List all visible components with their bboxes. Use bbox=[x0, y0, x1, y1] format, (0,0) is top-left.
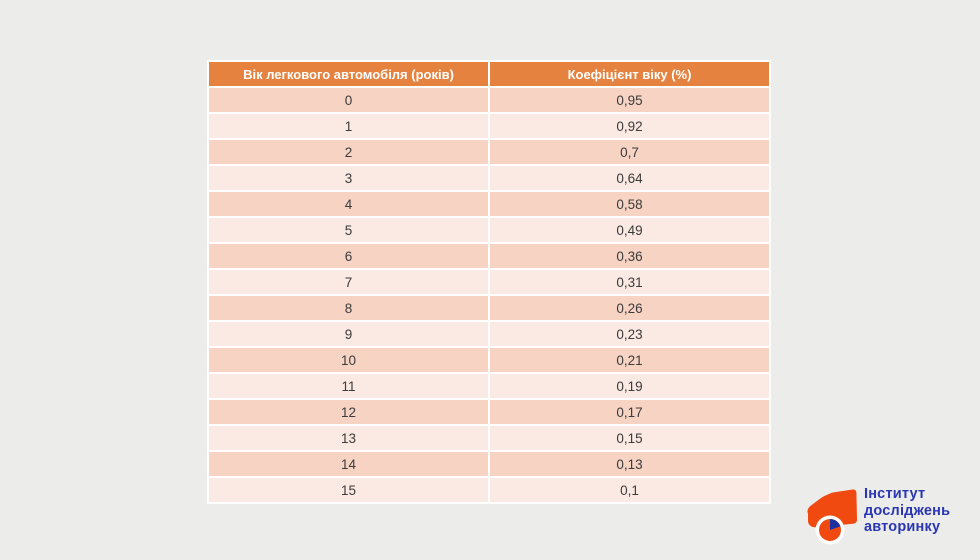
table-header-row: Вік легкового автомобіля (років) Коефіці… bbox=[209, 62, 769, 86]
cell-age-coefficient: 0,23 bbox=[490, 322, 769, 346]
table-row: 6 0,36 bbox=[209, 244, 769, 268]
column-header-car-age: Вік легкового автомобіля (років) bbox=[209, 62, 488, 86]
cell-age-coefficient: 0,95 bbox=[490, 88, 769, 112]
table-row: 9 0,23 bbox=[209, 322, 769, 346]
table-row: 7 0,31 bbox=[209, 270, 769, 294]
cell-car-age: 1 bbox=[209, 114, 488, 138]
cell-age-coefficient: 0,31 bbox=[490, 270, 769, 294]
table-row: 12 0,17 bbox=[209, 400, 769, 424]
cell-age-coefficient: 0,36 bbox=[490, 244, 769, 268]
table-row: 11 0,19 bbox=[209, 374, 769, 398]
logo: Інститут досліджень авторинку bbox=[804, 483, 950, 549]
cell-car-age: 6 bbox=[209, 244, 488, 268]
logo-text-line: досліджень bbox=[864, 502, 951, 519]
logo-text-line: Інститут bbox=[864, 486, 926, 502]
cell-car-age: 5 bbox=[209, 218, 488, 242]
cell-car-age: 9 bbox=[209, 322, 488, 346]
cell-age-coefficient: 0,49 bbox=[490, 218, 769, 242]
cell-age-coefficient: 0,1 bbox=[490, 478, 769, 502]
table-row: 1 0,92 bbox=[209, 114, 769, 138]
cell-car-age: 2 bbox=[209, 140, 488, 164]
cell-age-coefficient: 0,15 bbox=[490, 426, 769, 450]
cell-car-age: 7 bbox=[209, 270, 488, 294]
cell-age-coefficient: 0,19 bbox=[490, 374, 769, 398]
table-row: 8 0,26 bbox=[209, 296, 769, 320]
table-row: 10 0,21 bbox=[209, 348, 769, 372]
table-row: 14 0,13 bbox=[209, 452, 769, 476]
cell-car-age: 15 bbox=[209, 478, 488, 502]
cell-car-age: 0 bbox=[209, 88, 488, 112]
car-piechart-icon bbox=[807, 489, 858, 545]
table-row: 2 0,7 bbox=[209, 140, 769, 164]
table-row: 15 0,1 bbox=[209, 478, 769, 502]
column-header-age-coefficient: Коефіцієнт віку (%) bbox=[490, 62, 769, 86]
table-row: 0 0,95 bbox=[209, 88, 769, 112]
cell-car-age: 4 bbox=[209, 192, 488, 216]
table-row: 5 0,49 bbox=[209, 218, 769, 242]
cell-car-age: 10 bbox=[209, 348, 488, 372]
coefficient-table-container: Вік легкового автомобіля (років) Коефіці… bbox=[207, 60, 771, 504]
cell-age-coefficient: 0,64 bbox=[490, 166, 769, 190]
coefficient-table: Вік легкового автомобіля (років) Коефіці… bbox=[207, 60, 771, 504]
cell-car-age: 14 bbox=[209, 452, 488, 476]
table-row: 4 0,58 bbox=[209, 192, 769, 216]
cell-age-coefficient: 0,58 bbox=[490, 192, 769, 216]
cell-age-coefficient: 0,26 bbox=[490, 296, 769, 320]
cell-age-coefficient: 0,92 bbox=[490, 114, 769, 138]
cell-car-age: 11 bbox=[209, 374, 488, 398]
cell-car-age: 13 bbox=[209, 426, 488, 450]
cell-age-coefficient: 0,13 bbox=[490, 452, 769, 476]
logo-text: Інститут досліджень авторинку bbox=[864, 486, 950, 536]
logo-text-line: авторинку bbox=[864, 519, 941, 535]
cell-age-coefficient: 0,7 bbox=[490, 140, 769, 164]
cell-age-coefficient: 0,17 bbox=[490, 400, 769, 424]
cell-car-age: 3 bbox=[209, 166, 488, 190]
table-row: 13 0,15 bbox=[209, 426, 769, 450]
cell-age-coefficient: 0,21 bbox=[490, 348, 769, 372]
cell-car-age: 8 bbox=[209, 296, 488, 320]
cell-car-age: 12 bbox=[209, 400, 488, 424]
table-row: 3 0,64 bbox=[209, 166, 769, 190]
table-body: 0 0,95 1 0,92 2 0,7 3 0,64 4 0,58 5 0,49 6 0,36 7 0,31 8… bbox=[209, 88, 769, 502]
